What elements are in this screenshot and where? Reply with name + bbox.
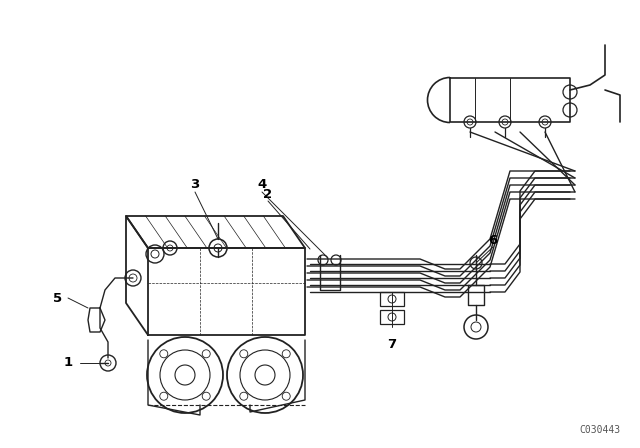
Text: 6: 6 (488, 233, 498, 246)
Text: C030443: C030443 (579, 425, 620, 435)
Text: 1: 1 (63, 357, 72, 370)
Text: 5: 5 (53, 292, 63, 305)
Bar (380, 310, 404, 324)
Text: 4: 4 (257, 178, 267, 191)
Text: 2: 2 (264, 189, 273, 202)
Text: 3: 3 (190, 178, 200, 191)
Bar (380, 292, 404, 306)
Text: 7: 7 (387, 339, 397, 352)
